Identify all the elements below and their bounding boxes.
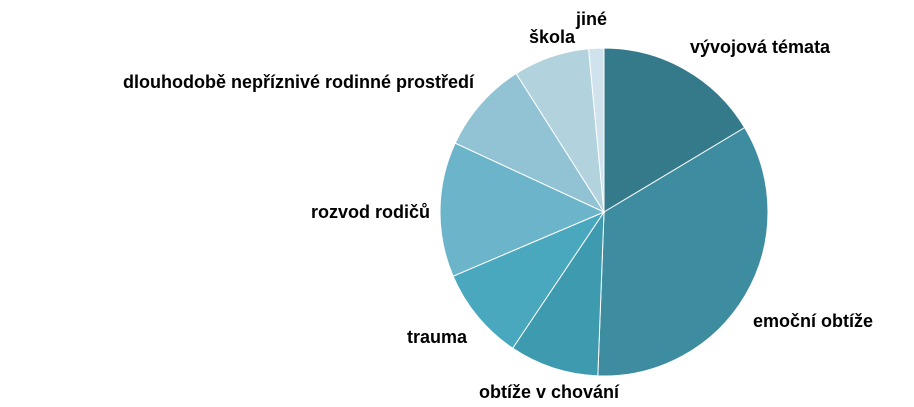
pie-slice <box>452 210 606 349</box>
pie-slice <box>511 210 605 377</box>
pie-slice <box>603 47 746 213</box>
slice-label: jiné <box>575 9 607 29</box>
slice-label: vývojová témata <box>690 37 831 57</box>
pie-slice <box>588 47 605 213</box>
pie-slice <box>439 142 606 277</box>
pie-slice <box>454 72 606 214</box>
slice-label: rozvod rodičů <box>311 202 430 222</box>
slice-label: emoční obtíže <box>753 311 873 331</box>
slice-label: obtíže v chování <box>479 382 620 402</box>
slice-label: trauma <box>407 327 468 347</box>
pie-slice <box>597 126 769 377</box>
slice-label: dlouhodobě nepříznivé rodinné prostředí <box>123 72 475 92</box>
slice-label: škola <box>529 27 576 47</box>
